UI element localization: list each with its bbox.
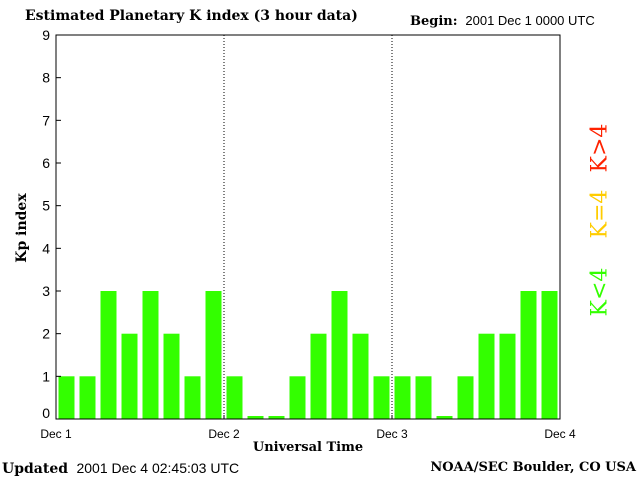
kp-bar <box>373 376 390 419</box>
x-tick-label: Dec 1 <box>40 427 72 441</box>
begin-time: Begin: 2001 Dec 1 0000 UTC <box>410 13 595 29</box>
y-tick-label: 9 <box>42 27 50 43</box>
y-axis-label: Kp index <box>14 193 30 263</box>
y-tick-label: 8 <box>42 70 50 86</box>
kp-bar <box>520 291 537 419</box>
chart-title: Estimated Planetary K index (3 hour data… <box>25 8 358 24</box>
y-axis-ticks: 0 1 2 3 4 5 6 7 8 9 <box>42 27 61 421</box>
kp-bar <box>352 333 369 419</box>
day-boundary-lines <box>223 35 393 419</box>
y-tick-label: 1 <box>42 368 50 384</box>
y-tick-label: 4 <box>42 240 50 256</box>
updated-value: 2001 Dec 4 02:45:03 UTC <box>76 460 240 476</box>
legend-k-equal-4: K=4 <box>587 189 613 239</box>
kp-bar <box>100 291 117 419</box>
kp-bar <box>541 291 558 419</box>
y-tick-label: 2 <box>42 326 50 342</box>
y-tick-label: 5 <box>42 198 50 214</box>
x-tick-label: Dec 3 <box>376 427 408 441</box>
data-source: NOAA/SEC Boulder, CO USA <box>430 460 636 475</box>
kp-bar <box>289 376 306 419</box>
updated-label: Updated <box>2 461 69 477</box>
kp-bar <box>205 291 222 419</box>
kp-bar <box>310 333 327 419</box>
kp-bar <box>121 333 138 419</box>
kp-bar <box>58 376 75 419</box>
kp-bar <box>415 376 432 419</box>
legend-k-less-4: K<4 <box>587 267 613 317</box>
kp-bar <box>163 333 180 419</box>
y-tick-label: 6 <box>42 155 50 171</box>
plot-frame <box>55 34 561 420</box>
x-axis-ticks: Dec 1 Dec 2 Dec 3 Dec 4 <box>40 415 576 441</box>
kp-bar <box>247 416 264 419</box>
kp-bar <box>457 376 474 419</box>
updated-timestamp: Updated 2001 Dec 4 02:45:03 UTC <box>2 460 239 477</box>
kp-bar <box>394 376 411 419</box>
legend-k-greater-4: K>4 <box>587 123 613 173</box>
kp-bar <box>79 376 96 419</box>
kp-bar <box>436 416 453 419</box>
begin-label: Begin: <box>410 14 458 29</box>
kp-bar <box>331 291 348 419</box>
kp-bar <box>142 291 159 419</box>
x-tick-label: Dec 4 <box>544 427 576 441</box>
y-tick-label: 3 <box>42 283 50 299</box>
kp-bar <box>226 376 243 419</box>
kp-bar <box>268 416 285 419</box>
bars-group <box>58 291 558 419</box>
x-tick-label: Dec 2 <box>208 427 240 441</box>
x-axis-label: Universal Time <box>252 440 364 455</box>
begin-value: 2001 Dec 1 0000 UTC <box>465 13 595 28</box>
y-tick-label: 7 <box>42 112 50 128</box>
y-tick-label: 0 <box>42 405 50 421</box>
kp-bar <box>184 376 201 419</box>
kp-bar <box>499 333 516 419</box>
kp-bar <box>478 333 495 419</box>
